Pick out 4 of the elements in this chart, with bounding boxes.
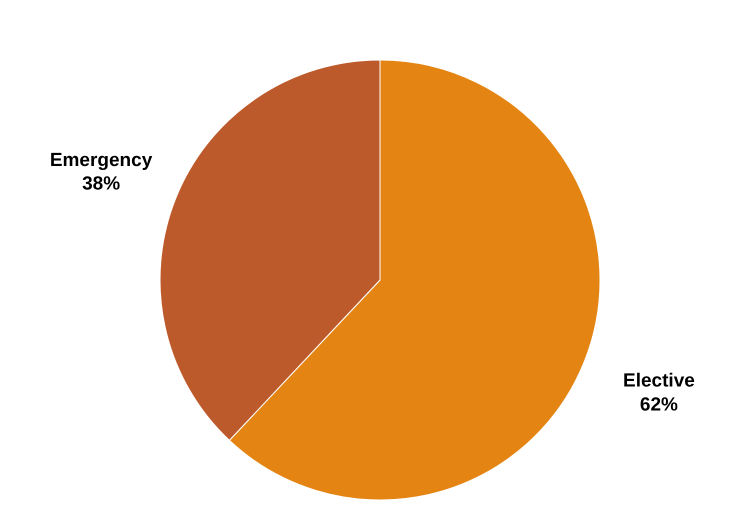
slice-label: Elective <box>623 370 695 392</box>
data-label: 38% <box>82 174 120 195</box>
data-label: 62% <box>640 394 678 416</box>
slice-label: Emergency <box>50 150 153 171</box>
